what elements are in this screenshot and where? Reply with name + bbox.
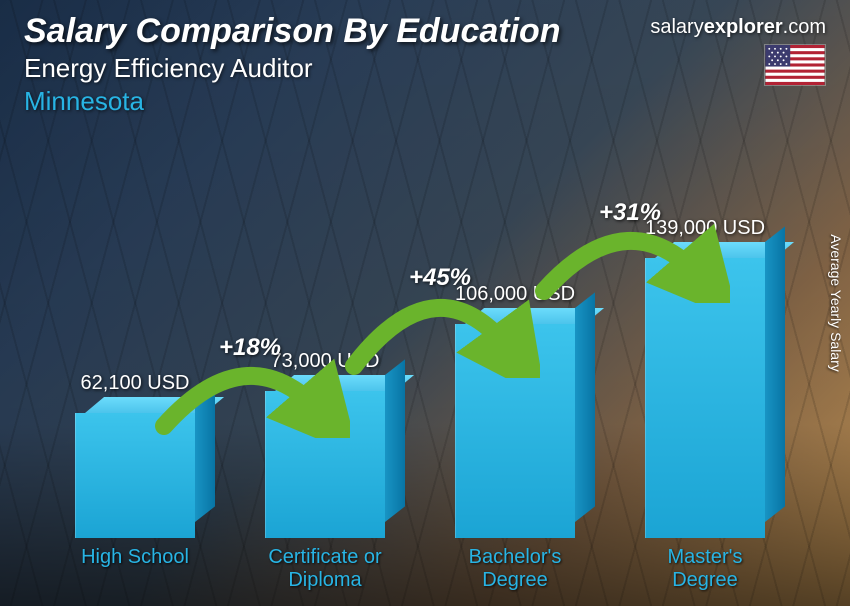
increase-label: +18% [219, 334, 281, 362]
bar-face-side [575, 292, 595, 522]
bar-label: Bachelor'sDegree [420, 546, 610, 592]
brand-prefix: salary [650, 16, 703, 38]
bar-face-side [765, 226, 785, 522]
location: Minnesota [24, 86, 826, 117]
increase-arrow: +45% [340, 230, 540, 378]
brand-logo: salaryexplorer.com [650, 16, 826, 39]
bar-label: Certificate orDiploma [230, 546, 420, 592]
us-flag-icon [764, 44, 826, 86]
salary-chart: 62,100 USD 73,000 USD 106,000 USD 139,00… [40, 140, 800, 592]
increase-label: +31% [599, 199, 661, 227]
bar-label: High School [40, 546, 230, 592]
bar-label: Master'sDegree [610, 546, 800, 592]
increase-arrow: +31% [530, 165, 730, 303]
job-title: Energy Efficiency Auditor [24, 53, 826, 84]
bar-face-side [385, 359, 405, 522]
brand-bold: explorer [704, 16, 783, 38]
increase-arrow: +18% [150, 300, 350, 438]
increase-label: +45% [409, 264, 471, 292]
y-axis-label: Average Yearly Salary [828, 234, 844, 372]
brand-suffix: .com [783, 16, 826, 38]
labels-container: High SchoolCertificate orDiplomaBachelor… [40, 546, 800, 592]
